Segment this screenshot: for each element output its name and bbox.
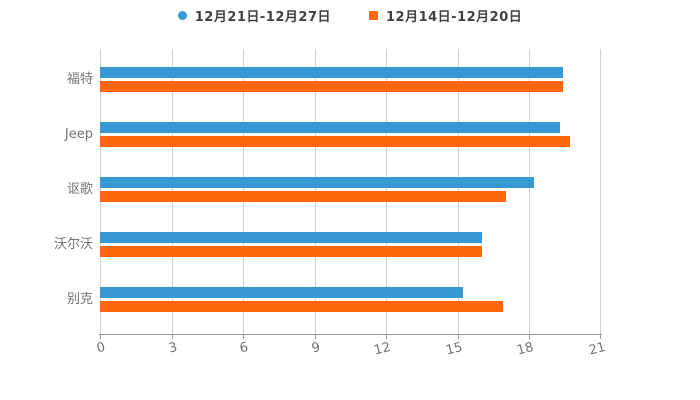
- bar-Jeep-series-2[interactable]: [100, 136, 570, 147]
- x-axis-tick: [386, 334, 387, 339]
- x-tick-label-12: 12: [372, 340, 393, 359]
- gridline-x-18: [529, 49, 530, 334]
- legend-item-series-2[interactable]: 12月14日-12月20日: [369, 6, 522, 25]
- legend-label: 12月14日-12月20日: [386, 9, 523, 25]
- category-label-1: 福特: [66, 72, 93, 87]
- bar-福特-series-1[interactable]: [100, 67, 563, 78]
- category-label-5: 别克: [66, 292, 93, 307]
- legend-circle-marker-icon: [177, 10, 187, 20]
- legend-label: 12月21日-12月27日: [194, 9, 331, 25]
- bar-别克-series-1[interactable]: [100, 287, 463, 298]
- x-axis-tick: [315, 334, 316, 339]
- legend-square-marker-icon: [369, 10, 378, 20]
- x-axis-tick: [600, 334, 601, 339]
- x-axis-tick: [529, 334, 530, 339]
- gridline-x-21: [600, 49, 601, 334]
- bar-讴歌-series-2[interactable]: [100, 191, 506, 202]
- category-label-3: 讴歌: [66, 182, 93, 197]
- x-tick-label-21: 21: [587, 340, 608, 359]
- category-label-4: 沃尔沃: [53, 237, 93, 252]
- x-tick-label-3: 3: [166, 340, 179, 357]
- bar-Jeep-series-1[interactable]: [100, 122, 561, 133]
- x-axis-tick: [458, 334, 459, 339]
- plot-area: 0 3 6 9 12 15 18 21 福特 Jeep 讴歌沃尔沃别克: [54, 49, 608, 359]
- x-axis-tick: [243, 334, 244, 339]
- x-tick-label-6: 6: [237, 340, 250, 357]
- x-tick-label-0: 0: [94, 340, 107, 357]
- x-tick-label-15: 15: [444, 340, 465, 359]
- x-axis-tick: [172, 334, 173, 339]
- category-label-2: Jeep: [64, 127, 93, 142]
- bar-福特-series-2[interactable]: [100, 81, 563, 92]
- bar-讴歌-series-1[interactable]: [100, 177, 535, 188]
- x-axis-line: [99, 334, 602, 335]
- x-tick-label-18: 18: [515, 340, 536, 359]
- bar-沃尔沃-series-2[interactable]: [100, 246, 482, 257]
- bar-沃尔沃-series-1[interactable]: [100, 232, 482, 243]
- legend-item-series-1[interactable]: 12月21日-12月27日: [177, 6, 331, 25]
- legend: 12月21日-12月27日 12月14日-12月20日: [0, 5, 700, 25]
- x-tick-label-9: 9: [309, 340, 322, 357]
- x-axis-tick: [100, 334, 101, 339]
- bar-别克-series-2[interactable]: [100, 301, 504, 312]
